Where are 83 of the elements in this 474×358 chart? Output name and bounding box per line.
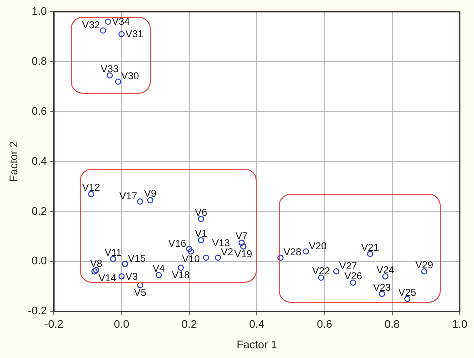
point — [118, 274, 125, 280]
series-label: V21 — [361, 242, 380, 254]
series-label: V32 — [82, 20, 101, 32]
series-label: V16 — [168, 238, 187, 250]
y-axis-title: Factor 2 — [8, 142, 21, 182]
series-label: V8 — [90, 259, 103, 270]
point — [367, 251, 374, 258]
point — [303, 248, 310, 255]
series-label: V15 — [128, 254, 146, 265]
point — [118, 31, 125, 38]
point — [382, 274, 389, 280]
point — [156, 272, 162, 278]
series-label: V27 — [340, 261, 358, 272]
point — [100, 28, 106, 34]
y-tick-label: 0.0 — [32, 256, 48, 268]
x-tick-label: 0.4 — [249, 319, 265, 332]
series-label: V25 — [398, 288, 417, 299]
point — [92, 268, 98, 275]
y-tick-label: 0.2 — [32, 206, 48, 218]
point — [240, 244, 247, 250]
series-label: V19 — [234, 249, 253, 260]
point — [238, 240, 245, 246]
point — [93, 267, 100, 274]
series-label: V2 — [221, 248, 234, 259]
series-label: V1 — [195, 229, 208, 240]
series-label: V31 — [126, 30, 144, 41]
series-label: V29 — [416, 260, 434, 272]
point — [105, 18, 112, 26]
point — [186, 246, 193, 252]
point — [137, 198, 144, 205]
series-label: V26 — [344, 272, 363, 283]
series-label: V9 — [144, 189, 158, 200]
series-label: V34 — [112, 17, 130, 28]
series-label: V4 — [152, 264, 166, 276]
series-label: V5 — [134, 288, 147, 300]
point — [333, 268, 340, 275]
series-label: V6 — [195, 208, 208, 219]
series-label: V14 — [98, 273, 117, 284]
point — [106, 72, 114, 79]
point — [318, 274, 324, 281]
point — [379, 291, 386, 298]
point — [122, 261, 128, 268]
series-label: V13 — [212, 238, 231, 250]
x-tick-label: -0.2 — [44, 319, 64, 332]
point — [198, 216, 204, 222]
point — [178, 264, 184, 272]
y-tick-label: 1.0 — [32, 6, 48, 18]
series-label: V23 — [373, 282, 392, 294]
series-label: V33 — [101, 64, 120, 76]
series-label: V20 — [309, 241, 328, 252]
series-label: V28 — [284, 248, 302, 259]
point — [147, 197, 154, 204]
series-label: V10 — [182, 254, 200, 266]
series-label: V18 — [172, 270, 190, 282]
x-tick-label: 0.8 — [384, 319, 400, 332]
point — [115, 78, 122, 86]
x-axis-title: Factor 1 — [236, 339, 278, 352]
x-tick-label: 0.2 — [182, 319, 198, 332]
series-label: V12 — [82, 183, 101, 194]
x-tick-label: 0.0 — [114, 319, 130, 332]
x-tick-label: 0.6 — [317, 319, 332, 332]
series-label: V30 — [121, 72, 140, 83]
series-label: V17 — [120, 191, 138, 202]
series-label: V11 — [104, 248, 122, 259]
y-tick-label: 0.4 — [32, 156, 48, 168]
point — [278, 254, 284, 262]
y-tick-label: 0.6 — [32, 106, 48, 118]
point — [188, 248, 194, 255]
series-label: V3 — [126, 272, 138, 283]
x-tick-label: 1.0 — [452, 319, 468, 332]
y-tick-label: -0.2 — [28, 306, 48, 318]
series-label: V24 — [376, 265, 395, 276]
point — [110, 256, 116, 262]
point — [404, 296, 411, 302]
point — [198, 237, 204, 244]
series-label: V7 — [236, 232, 248, 243]
point — [88, 191, 94, 198]
point — [350, 280, 357, 286]
point — [215, 254, 222, 262]
point — [203, 254, 210, 262]
point — [421, 268, 428, 275]
y-tick-label: 0.8 — [32, 56, 48, 68]
series-label: V22 — [312, 266, 331, 278]
